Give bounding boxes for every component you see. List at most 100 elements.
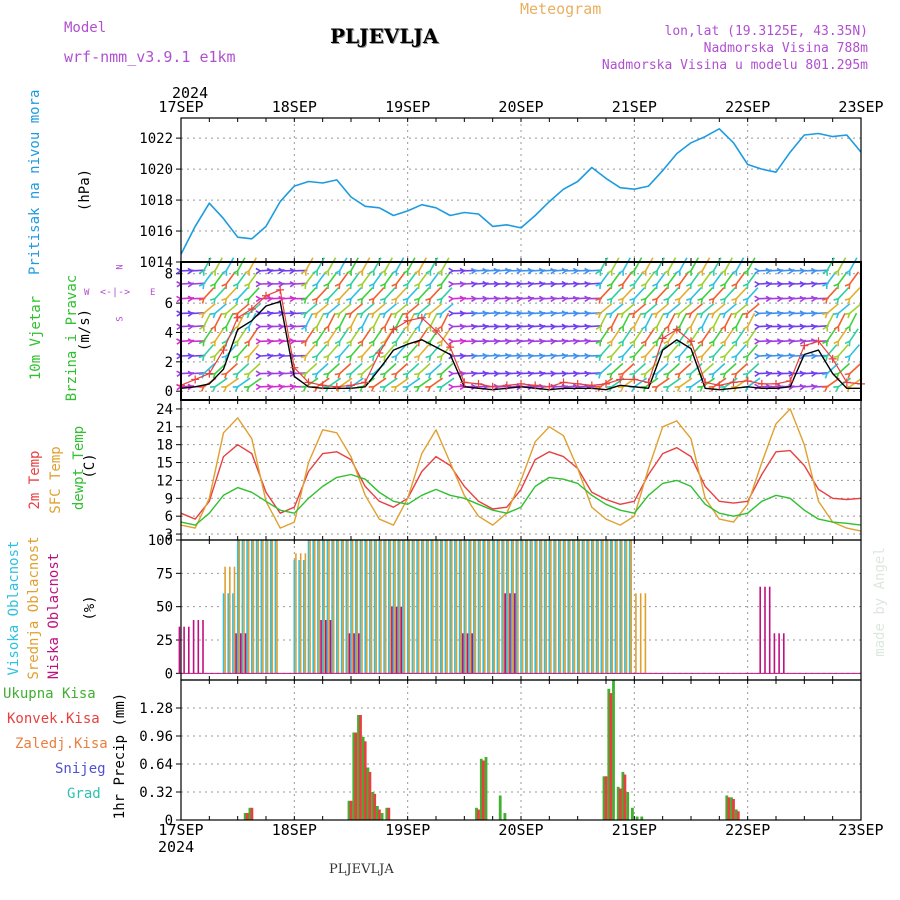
wind-arrow-head [210, 269, 216, 276]
wind-arrow-head [550, 383, 557, 391]
wind-arrow-head [788, 280, 795, 288]
wind-arrow-head [266, 310, 274, 317]
wind-direction-arrow [248, 328, 259, 342]
x-bottom-tick-label: 21SEP [612, 821, 657, 839]
wind-arrow-head [187, 338, 194, 345]
wind-direction-arrow [690, 362, 703, 375]
wind-arrow-head [652, 269, 658, 276]
precip-legend-snow: Snijeg [55, 761, 106, 777]
wind-arrow-head [209, 385, 217, 392]
wind-arrow-head [776, 295, 784, 303]
wind-arrow-head [674, 354, 681, 362]
temp-series-line-2 [180, 473, 862, 526]
precip-bar [376, 806, 379, 820]
wind-arrow-head [232, 312, 239, 319]
wind-direction-arrow [440, 312, 450, 327]
wind-arrow-head [244, 325, 251, 332]
wind-direction-arrow [407, 328, 417, 342]
wind-direction-arrow [610, 257, 620, 272]
wind-direction-arrow [202, 257, 212, 272]
wind-arrow-head [379, 354, 387, 362]
wind-direction-arrow [248, 257, 257, 272]
pressure-line [180, 128, 862, 255]
wind-arrow-head [357, 340, 364, 347]
wind-direction-arrow [724, 328, 735, 342]
wind-arrow-head [821, 354, 829, 362]
wind-direction-arrow [633, 303, 647, 315]
wind-arrow-head [538, 323, 546, 330]
wind-arrow-head [334, 282, 341, 290]
wind-gust-marker [488, 382, 497, 391]
wind-arrow-head [821, 372, 829, 379]
wind-gust-marker [347, 381, 355, 390]
wind-arrow-head [617, 385, 625, 392]
wind-direction-arrow [712, 257, 722, 272]
wind-arrow-head [391, 354, 398, 362]
x-top-tick-label: 19SEP [385, 98, 430, 116]
wind-arrow-head [255, 370, 262, 377]
wind-direction-arrow [633, 312, 642, 327]
precip-bar [357, 715, 360, 820]
wind-arrow-head [504, 370, 512, 377]
wind-direction-arrow [656, 271, 667, 285]
wind-arrow-head [833, 385, 840, 392]
wind-direction-arrow [373, 328, 383, 342]
wind-direction-arrow [849, 377, 863, 388]
wind-arrow-head [617, 354, 625, 362]
wind-arrow-head [470, 280, 478, 288]
wind-arrow-head [368, 312, 375, 319]
wind-direction-arrow [305, 287, 317, 300]
wind-direction-arrow [407, 362, 420, 375]
precip-bar [734, 809, 738, 820]
wind-arrow-head [459, 323, 466, 331]
x-bottom-tick-label: 20SEP [498, 821, 543, 839]
wind-arrow-head [198, 385, 205, 392]
wind-arrow-head [640, 312, 647, 319]
wind-arrow-head [584, 310, 591, 317]
wind-arrow-head [561, 267, 568, 275]
wind-direction-arrow [373, 303, 386, 315]
wind-direction-arrow [373, 344, 385, 357]
wind-direction-arrow [622, 362, 635, 375]
wind-arrow-head [550, 310, 557, 317]
x-bottom-tick-label: 23SEP [838, 821, 883, 839]
wind-arrow-head [618, 340, 624, 347]
wind-arrow-head [311, 297, 319, 304]
wind-ytick-label: 2 [165, 355, 173, 371]
wind-direction-arrow [837, 312, 846, 327]
wind-arrow-head [731, 354, 738, 362]
cloud-ytick-label: 100 [148, 533, 173, 549]
wind-arrow-head [844, 340, 851, 347]
wind-direction-arrow [633, 377, 648, 388]
wind-arrow-head [606, 312, 613, 319]
wind-arrow-head [425, 269, 432, 276]
wind-direction-arrow [837, 344, 849, 357]
wind-arrow-head [538, 352, 546, 360]
wind-direction-arrow [429, 257, 439, 272]
wind-arrow-head [754, 310, 761, 317]
wind-arrow-head [289, 267, 296, 275]
wind-arrow-head [833, 269, 840, 276]
wind-direction-arrow [237, 271, 248, 285]
wind-arrow-head [640, 297, 647, 304]
wind-arrow-head [799, 280, 806, 288]
wind-direction-arrow [225, 344, 237, 357]
wind-direction-arrow [361, 287, 374, 300]
wind-direction-arrow [225, 362, 239, 375]
wind-arrow-head [402, 325, 409, 332]
wind-arrow-head [527, 280, 534, 288]
wind-direction-arrow [826, 328, 837, 342]
wind-arrow-head [561, 338, 568, 345]
wind-arrow-head [799, 383, 806, 391]
wind-arrow-head [754, 338, 761, 345]
wind-arrow-head [754, 383, 761, 391]
wind-arrow-head [459, 352, 466, 360]
temp-ytick-label: 12 [156, 473, 173, 489]
wind-direction-arrow [361, 303, 375, 315]
temp-series-line-0 [180, 444, 862, 520]
wind-arrow-head [810, 280, 818, 288]
precip-bar [477, 809, 480, 820]
precip-bar [604, 776, 608, 821]
wind-gust-marker [602, 379, 610, 388]
wind-gust-marker [403, 316, 412, 325]
